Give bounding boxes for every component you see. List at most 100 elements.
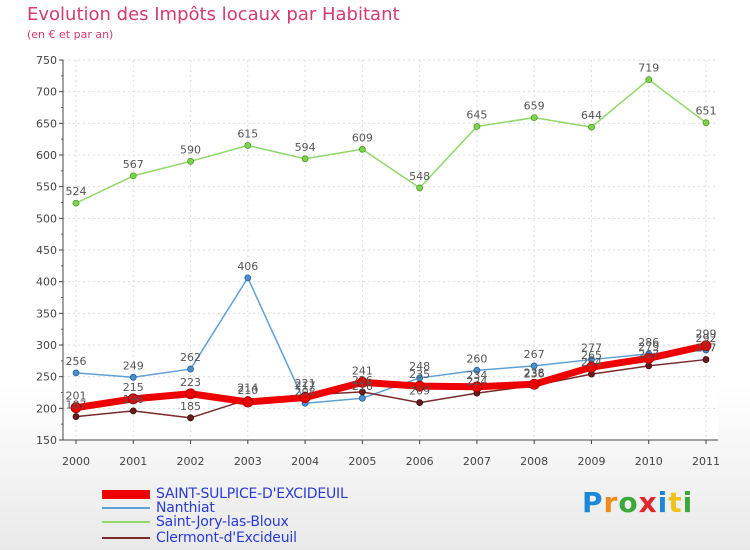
x-tick-label: 2007 — [463, 455, 491, 468]
data-point — [473, 366, 481, 374]
legend-swatch — [102, 521, 150, 523]
data-point — [643, 352, 655, 364]
chart-subtitle: (en € et par an) — [27, 28, 114, 41]
logo-letter: i — [682, 486, 694, 519]
chart-title: Evolution des Impôts locaux par Habitant — [27, 4, 400, 25]
data-label: 256 — [66, 355, 87, 368]
data-label: 214 — [237, 381, 258, 394]
data-point — [358, 145, 366, 153]
data-point — [70, 402, 82, 414]
data-label: 651 — [696, 105, 717, 118]
data-point — [702, 119, 710, 127]
data-point — [471, 381, 483, 393]
y-tick-label: 450 — [36, 244, 57, 257]
data-label: 248 — [409, 360, 430, 373]
data-point — [127, 393, 139, 405]
x-tick-label: 2004 — [291, 455, 319, 468]
data-label: 265 — [581, 349, 602, 362]
y-tick-label: 700 — [36, 86, 57, 99]
data-label: 594 — [295, 141, 316, 154]
data-label: 224 — [466, 375, 487, 388]
data-label: 267 — [524, 348, 545, 361]
data-point — [72, 199, 80, 207]
logo-letter: i — [657, 486, 669, 519]
data-label: 567 — [123, 158, 144, 171]
data-point — [242, 396, 254, 408]
data-label: 254 — [581, 356, 602, 369]
data-point — [244, 274, 252, 282]
y-tick-label: 650 — [36, 117, 57, 130]
data-label: 215 — [123, 381, 144, 394]
data-point — [645, 362, 653, 370]
y-tick-label: 300 — [36, 339, 57, 352]
data-label: 209 — [409, 385, 430, 398]
y-tick-label: 400 — [36, 276, 57, 289]
data-point — [414, 380, 426, 392]
legend-item-nanthiat: Nanthiat — [102, 500, 215, 516]
data-point — [299, 392, 311, 403]
x-tick-label: 2003 — [234, 455, 262, 468]
data-label: 286 — [638, 336, 659, 349]
data-label: 236 — [524, 368, 545, 381]
logo-letter: x — [638, 486, 658, 519]
data-label: 234 — [466, 369, 487, 382]
data-label: 187 — [66, 399, 87, 412]
y-tick-label: 150 — [36, 434, 57, 447]
data-label: 590 — [180, 143, 201, 156]
logo-letter: r — [603, 486, 619, 519]
data-label: 645 — [466, 109, 487, 122]
y-tick-label: 500 — [36, 212, 57, 225]
legend-item-saint-jory: Saint-Jory-las-Bloux — [102, 514, 289, 530]
data-label: 221 — [295, 377, 316, 390]
x-tick-label: 2010 — [635, 455, 663, 468]
data-label: 292 — [696, 332, 717, 345]
x-tick-label: 2006 — [406, 455, 434, 468]
series-line — [75, 78, 707, 204]
data-point — [586, 361, 597, 373]
data-label: 609 — [352, 131, 373, 144]
logo-letter: o — [618, 486, 639, 519]
data-label: 406 — [237, 260, 258, 273]
legend-swatch — [102, 489, 150, 499]
data-label: 615 — [237, 128, 258, 141]
data-label: 208 — [295, 385, 316, 398]
x-tick-label: 2005 — [348, 455, 376, 468]
legend-swatch — [102, 537, 150, 539]
x-tick-label: 2008 — [520, 455, 548, 468]
series-line — [72, 342, 710, 412]
data-label: 196 — [123, 393, 144, 406]
data-point — [645, 76, 653, 84]
data-label: 223 — [180, 376, 201, 389]
x-tick-label: 2000 — [62, 455, 90, 468]
data-point — [72, 413, 80, 420]
data-label: 226 — [352, 374, 373, 387]
data-point — [129, 407, 137, 415]
y-tick-label: 550 — [36, 181, 57, 194]
data-label: 216 — [352, 380, 373, 393]
data-point — [416, 399, 424, 407]
data-label: 644 — [581, 109, 602, 122]
x-tick-label: 2002 — [177, 455, 205, 468]
data-label: 260 — [466, 352, 487, 365]
data-label: 210 — [237, 384, 258, 397]
logo-letter: P — [582, 486, 604, 519]
data-point — [185, 388, 196, 400]
data-label: 277 — [696, 342, 717, 355]
legend-label: Clermont-d'Excideuil — [156, 530, 297, 546]
data-label: 267 — [638, 348, 659, 361]
data-point — [356, 376, 368, 388]
series-line — [75, 277, 707, 405]
data-label: 279 — [638, 340, 659, 353]
logo-letter: t — [668, 486, 683, 519]
data-label: 235 — [409, 368, 430, 381]
data-point — [530, 114, 538, 122]
data-label: 241 — [352, 364, 373, 377]
data-label: 659 — [524, 100, 545, 113]
legend-label: Saint-Jory-las-Bloux — [156, 514, 289, 530]
data-label: 277 — [581, 342, 602, 355]
y-tick-label: 250 — [36, 371, 57, 384]
x-tick-label: 2001 — [119, 455, 147, 468]
data-label: 719 — [638, 62, 659, 75]
data-label: 299 — [696, 328, 717, 341]
